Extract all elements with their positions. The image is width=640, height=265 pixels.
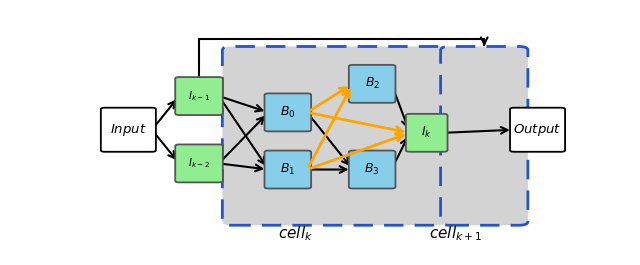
Text: $Output$: $Output$ [513,122,562,138]
Text: $\mathit{cell}_{k+1}$: $\mathit{cell}_{k+1}$ [429,225,483,243]
Text: $B_3$: $B_3$ [364,162,380,177]
FancyBboxPatch shape [349,65,396,103]
FancyBboxPatch shape [440,46,528,225]
Text: $B_2$: $B_2$ [365,76,380,91]
Text: $I_k$: $I_k$ [421,125,432,140]
FancyBboxPatch shape [264,151,311,188]
Text: $Input$: $Input$ [110,122,147,138]
Text: $\mathit{cell}_{k}$: $\mathit{cell}_{k}$ [278,225,313,243]
FancyBboxPatch shape [510,108,565,152]
FancyBboxPatch shape [222,46,446,225]
Text: $I_{k-2}$: $I_{k-2}$ [188,157,210,170]
Text: $B_1$: $B_1$ [280,162,296,177]
FancyBboxPatch shape [175,77,223,115]
Text: $B_0$: $B_0$ [280,105,296,120]
Text: $I_{k-1}$: $I_{k-1}$ [188,89,210,103]
FancyBboxPatch shape [175,144,223,182]
FancyBboxPatch shape [264,94,311,131]
FancyBboxPatch shape [101,108,156,152]
FancyBboxPatch shape [406,114,447,152]
FancyBboxPatch shape [349,151,396,188]
